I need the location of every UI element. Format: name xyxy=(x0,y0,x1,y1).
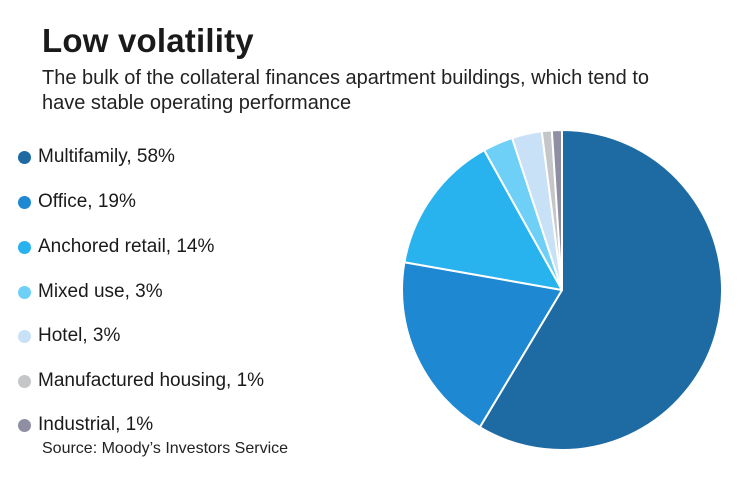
chart-subtitle: The bulk of the collateral finances apar… xyxy=(42,67,650,114)
legend-item-industrial: Industrial, 1% xyxy=(18,414,153,436)
legend-label: Office, 19% xyxy=(38,191,136,212)
legend-item-manufactured-housing: Manufactured housing, 1% xyxy=(18,370,264,392)
legend-swatch-icon xyxy=(18,285,31,299)
legend-label: Multifamily, 58% xyxy=(38,146,175,167)
legend-swatch-icon xyxy=(18,150,31,164)
legend-item-multifamily: Multifamily, 58% xyxy=(18,146,175,168)
legend-item-mixed-use: Mixed use, 3% xyxy=(18,281,163,303)
legend-item-hotel: Hotel, 3% xyxy=(18,325,120,347)
legend-label: Hotel, 3% xyxy=(38,325,121,346)
legend-label: Manufactured housing, 1% xyxy=(38,370,265,391)
legend-label: Mixed use, 3% xyxy=(38,281,163,302)
legend-label: Anchored retail, 14% xyxy=(38,236,215,257)
pie-slice-0 xyxy=(478,129,723,451)
pie-slice-6 xyxy=(550,128,563,291)
legend-label: Industrial, 1% xyxy=(38,414,154,435)
legend-item-office: Office, 19% xyxy=(18,191,136,213)
legend-swatch-icon xyxy=(18,374,31,388)
legend-swatch-icon xyxy=(18,418,31,432)
legend-swatch-icon xyxy=(18,195,31,209)
chart-title: Low volatility xyxy=(42,22,254,59)
legend-swatch-icon xyxy=(18,329,31,343)
legend-swatch-icon xyxy=(18,240,31,254)
source-note: Source: Moody’s Investors Service xyxy=(42,440,289,457)
pie-slice-1 xyxy=(401,261,563,429)
pie-slice-2 xyxy=(403,149,563,291)
legend-item-anchored-retail: Anchored retail, 14% xyxy=(18,236,214,258)
